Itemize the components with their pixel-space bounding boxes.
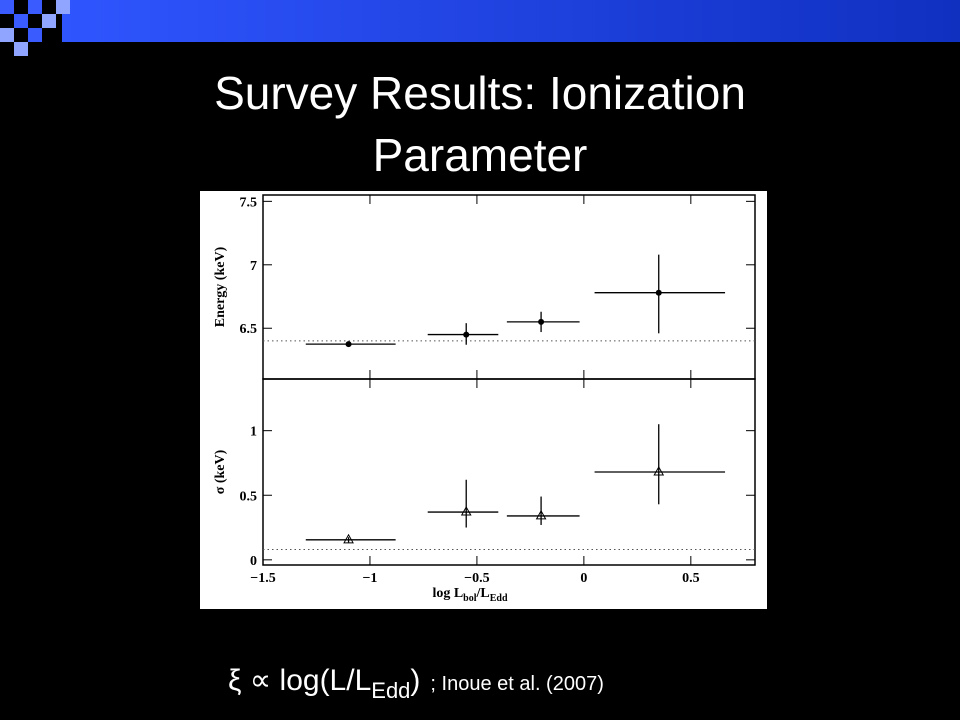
y-tick-label: 1	[250, 425, 257, 440]
corner-squares	[0, 0, 70, 56]
x-tick-label: −0.5	[464, 571, 489, 586]
y-axis-label: σ (keV)	[213, 449, 228, 494]
header-bar	[62, 0, 960, 42]
plot-frame	[262, 378, 756, 566]
data-point	[463, 331, 470, 338]
data-point	[345, 341, 352, 348]
y-tick-label: 0.5	[240, 489, 258, 504]
data-point	[535, 509, 547, 520]
x-tick-label: −1.5	[250, 571, 275, 586]
x-tick-label: 0	[580, 571, 587, 586]
data-point	[653, 465, 665, 476]
caption-text: )	[410, 664, 420, 697]
x-axis-label-part: Edd	[490, 593, 508, 604]
y-tick-label: 7.5	[240, 195, 258, 210]
chart-background	[200, 191, 767, 609]
y-tick-label: 0	[250, 554, 257, 569]
caption-sub: Edd	[371, 678, 410, 703]
citation: ; Inoue et al. (2007)	[430, 673, 603, 695]
x-axis-label-part: bol	[463, 593, 477, 604]
x-axis-label-part: log L	[432, 586, 463, 601]
caption-text: ξ ∝ log(L/L	[228, 664, 371, 697]
data-point	[460, 506, 472, 516]
y-axis-label: Energy (keV)	[213, 246, 228, 327]
data-point	[655, 289, 662, 296]
chart: 6.5 7 7.5 Energy (keV) 0 0.5 1 −1.5 −1 −0.5 0 0.5 σ …	[213, 194, 756, 604]
x-tick-label: −1	[362, 571, 377, 586]
slide-title: Survey Results: Ionization Parameter	[214, 67, 746, 181]
x-tick-label: 0.5	[682, 571, 700, 586]
caption: ξ ∝ log(L/LEdd) ; Inoue et al. (2007)	[228, 664, 604, 703]
x-axis-label: log Lbol/LEdd	[432, 586, 508, 604]
x-axis-label-part: /L	[476, 586, 490, 601]
data-point	[343, 533, 354, 544]
y-tick-label: 7	[250, 259, 257, 274]
y-tick-label: 6.5	[240, 322, 258, 337]
data-point	[538, 318, 545, 325]
